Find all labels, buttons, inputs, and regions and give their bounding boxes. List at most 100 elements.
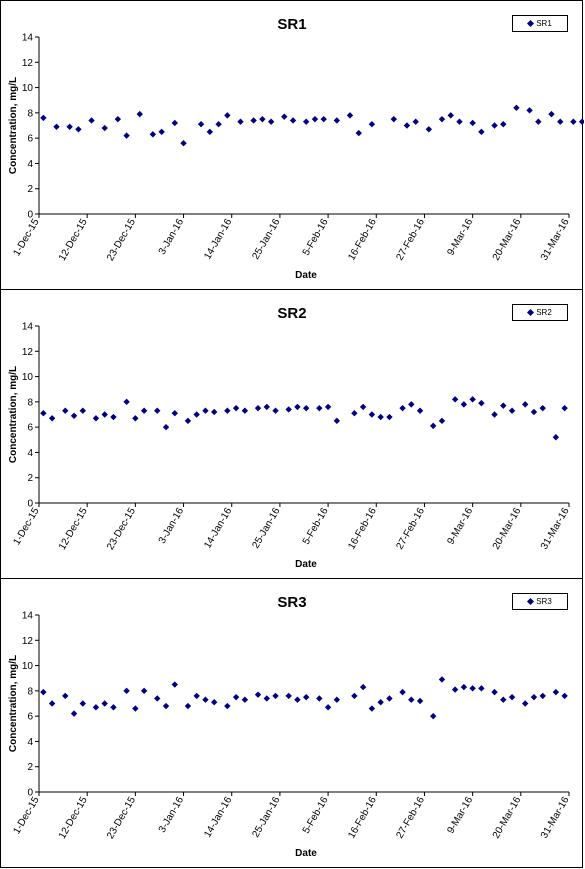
x-tick-label: 20-Mar-16: [491, 795, 524, 841]
legend-sr1: SR1: [512, 15, 568, 32]
x-tick-label: 31-Mar-16: [539, 506, 572, 552]
data-point: [578, 118, 584, 125]
data-point: [101, 700, 108, 707]
x-tick-label: 9-Mar-16: [445, 506, 475, 547]
data-point: [114, 115, 122, 123]
data-point: [491, 411, 498, 418]
data-point: [478, 685, 485, 692]
x-tick-label: 12-Dec-15: [57, 506, 90, 552]
data-point: [377, 413, 384, 421]
x-tick-label: 1-Dec-15: [12, 795, 42, 836]
legend-label-sr1: SR1: [536, 19, 552, 28]
data-point: [110, 704, 117, 711]
data-point: [154, 407, 161, 414]
y-tick-label: 0: [27, 499, 33, 510]
data-point: [171, 119, 178, 127]
data-point: [399, 404, 406, 412]
y-tick-label: 12: [22, 58, 34, 69]
data-point: [570, 118, 577, 125]
data-point: [535, 118, 542, 125]
data-point: [451, 686, 459, 693]
data-point: [232, 693, 240, 701]
data-point: [193, 411, 200, 418]
data-point: [101, 124, 108, 132]
data-point: [316, 695, 323, 702]
data-point: [430, 422, 437, 430]
chart-title: SR2: [277, 305, 306, 322]
data-point: [215, 121, 222, 128]
legend-label-sr3: SR3: [536, 597, 552, 606]
y-tick-label: 6: [27, 712, 33, 723]
data-point: [368, 121, 376, 128]
data-point: [162, 423, 170, 431]
data-point: [552, 434, 560, 441]
data-point: [469, 685, 476, 692]
y-tick-label: 8: [27, 686, 33, 697]
data-point: [359, 403, 367, 411]
y-tick-label: 8: [27, 108, 33, 119]
data-point: [62, 692, 69, 700]
data-point: [184, 702, 192, 710]
x-axis-label: Date: [295, 848, 317, 859]
x-tick-label: 25-Jan-16: [250, 217, 282, 262]
x-tick-label: 1-Dec-15: [12, 506, 42, 547]
data-point: [324, 403, 332, 411]
data-point: [197, 121, 205, 128]
data-point: [211, 408, 218, 416]
y-tick-label: 2: [27, 762, 33, 773]
data-point: [521, 401, 529, 408]
y-tick-label: 8: [27, 397, 33, 408]
y-tick-label: 0: [27, 788, 33, 799]
x-tick-label: 16-Feb-16: [346, 506, 379, 552]
legend-sr2: SR2: [512, 304, 568, 321]
x-tick-label: 25-Jan-16: [250, 506, 282, 551]
y-tick-label: 12: [22, 347, 34, 358]
x-axis-label: Date: [295, 559, 317, 570]
x-tick-label: 16-Feb-16: [346, 217, 379, 263]
x-tick-label: 23-Dec-15: [105, 795, 138, 841]
data-point: [149, 131, 157, 138]
data-point: [241, 696, 249, 703]
data-point: [311, 115, 319, 123]
data-point: [101, 411, 108, 418]
data-point: [75, 126, 82, 133]
y-tick-label: 12: [22, 636, 34, 647]
y-tick-label: 14: [22, 322, 34, 333]
data-point: [500, 696, 507, 703]
data-point: [539, 692, 546, 700]
data-point: [123, 687, 130, 695]
x-tick-label: 9-Mar-16: [445, 217, 475, 258]
data-point: [92, 704, 100, 711]
data-point: [386, 695, 393, 702]
y-tick-label: 2: [27, 473, 33, 484]
legend-marker-icon: [527, 19, 535, 28]
y-tick-label: 14: [22, 33, 34, 44]
data-point: [513, 104, 520, 111]
data-point: [456, 118, 463, 125]
data-point: [508, 693, 516, 701]
data-point: [500, 402, 507, 409]
data-point: [272, 692, 279, 700]
x-tick-label: 20-Mar-16: [491, 217, 524, 263]
legend-label-sr2: SR2: [536, 308, 552, 317]
x-tick-label: 14-Jan-16: [202, 506, 234, 551]
legend-sr3: SR3: [512, 593, 568, 610]
chart-svg-sr3: SR3 0 2 4 6 8 10 12 14 1-Dec-15 12-Dec-15 23-Dec-15…: [8, 594, 572, 859]
x-tick-label: 5-Feb-16: [301, 795, 331, 836]
data-point: [136, 110, 143, 118]
data-point: [259, 115, 266, 123]
data-point: [79, 407, 87, 414]
legend-marker-icon: [527, 597, 535, 606]
data-point: [552, 688, 560, 696]
data-point: [66, 123, 73, 130]
y-tick-label: 4: [27, 159, 33, 170]
data-point: [386, 413, 393, 421]
y-tick-label: 4: [27, 448, 33, 459]
x-tick-label: 1-Dec-15: [12, 217, 42, 258]
data-point: [40, 688, 47, 696]
data-point: [403, 122, 411, 129]
data-point: [123, 132, 130, 139]
data-point: [368, 705, 376, 712]
data-point: [154, 695, 161, 702]
x-tick-label: 27-Feb-16: [394, 217, 427, 263]
